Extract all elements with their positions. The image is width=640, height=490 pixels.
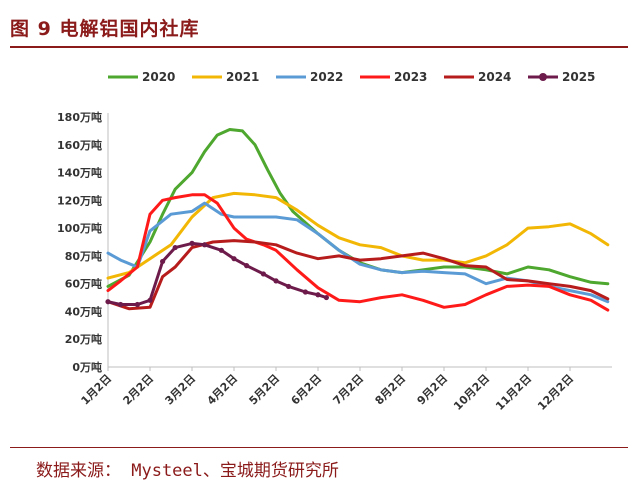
legend-marker-2025 bbox=[539, 73, 547, 81]
legend-label-2023: 2023 bbox=[394, 70, 427, 84]
series-point-2025 bbox=[302, 289, 308, 295]
x-tick-label: 12月2日 bbox=[535, 372, 576, 413]
x-tick-label: 6月2日 bbox=[289, 372, 325, 408]
series-point-2025 bbox=[260, 271, 266, 277]
x-tick-label: 4月2日 bbox=[205, 372, 241, 408]
chart-legend: 2020 2021 2022 2023 2024 2025 bbox=[108, 70, 595, 84]
series-point-2025 bbox=[147, 297, 153, 303]
y-tick-label: 140万吨 bbox=[57, 166, 102, 180]
legend-label-2020: 2020 bbox=[142, 70, 175, 84]
stock-line-chart: 2020 2021 2022 2023 2024 2025 180万吨 160万吨 140万吨… bbox=[57, 70, 612, 413]
y-tick-label: 180万吨 bbox=[57, 110, 102, 124]
y-tick-label: 80万吨 bbox=[65, 249, 102, 263]
series-point-2025 bbox=[323, 294, 329, 301]
legend-label-2025: 2025 bbox=[562, 70, 595, 84]
series-point-2025 bbox=[134, 301, 140, 308]
series-point-2025 bbox=[231, 256, 237, 262]
y-tick-label: 0万吨 bbox=[72, 360, 102, 374]
series-point-2025 bbox=[160, 258, 166, 265]
x-tick-label: 9月2日 bbox=[415, 372, 451, 408]
series-point-2025 bbox=[218, 247, 224, 253]
y-tick-label: 100万吨 bbox=[57, 221, 102, 235]
series-point-2025 bbox=[189, 240, 195, 246]
x-tick-label: 11月2日 bbox=[493, 372, 534, 413]
series-point-2025 bbox=[172, 244, 178, 251]
source-divider bbox=[10, 447, 628, 448]
x-tick-label: 7月2日 bbox=[331, 372, 367, 408]
series-line-2024 bbox=[106, 239, 610, 311]
x-tick-label: 10月2日 bbox=[451, 372, 492, 413]
series-point-2025 bbox=[286, 283, 292, 290]
y-tick-label: 120万吨 bbox=[57, 193, 102, 207]
x-tick-label: 2月2日 bbox=[121, 372, 157, 408]
series-line-2023 bbox=[106, 193, 610, 312]
series-point-2025 bbox=[105, 299, 111, 305]
series-point-2025 bbox=[202, 242, 208, 248]
legend-label-2024: 2024 bbox=[478, 70, 511, 84]
y-tick-label: 160万吨 bbox=[57, 138, 102, 152]
y-tick-label: 60万吨 bbox=[65, 277, 102, 291]
series-point-2025 bbox=[118, 301, 124, 308]
legend-label-2022: 2022 bbox=[310, 70, 343, 84]
series-point-2025 bbox=[244, 263, 250, 269]
x-tick-label: 8月2日 bbox=[373, 372, 409, 408]
figure-title: 图 9 电解铝国内社库 bbox=[10, 18, 200, 40]
series-line-2021 bbox=[106, 191, 610, 280]
series-point-2025 bbox=[273, 278, 279, 284]
x-tick-label: 3月2日 bbox=[163, 372, 199, 408]
y-tick-label: 40万吨 bbox=[65, 304, 102, 318]
title-divider bbox=[10, 46, 628, 48]
x-tick-label: 5月2日 bbox=[247, 372, 283, 408]
series-line-2022 bbox=[106, 201, 610, 304]
chart-series bbox=[105, 128, 610, 312]
x-tick-label: 1月2日 bbox=[79, 372, 115, 408]
y-tick-label: 20万吨 bbox=[65, 332, 102, 346]
series-point-2025 bbox=[315, 292, 321, 298]
legend-label-2021: 2021 bbox=[226, 70, 259, 84]
data-source: 数据来源： Mysteel、宝城期货研究所 bbox=[36, 461, 339, 481]
